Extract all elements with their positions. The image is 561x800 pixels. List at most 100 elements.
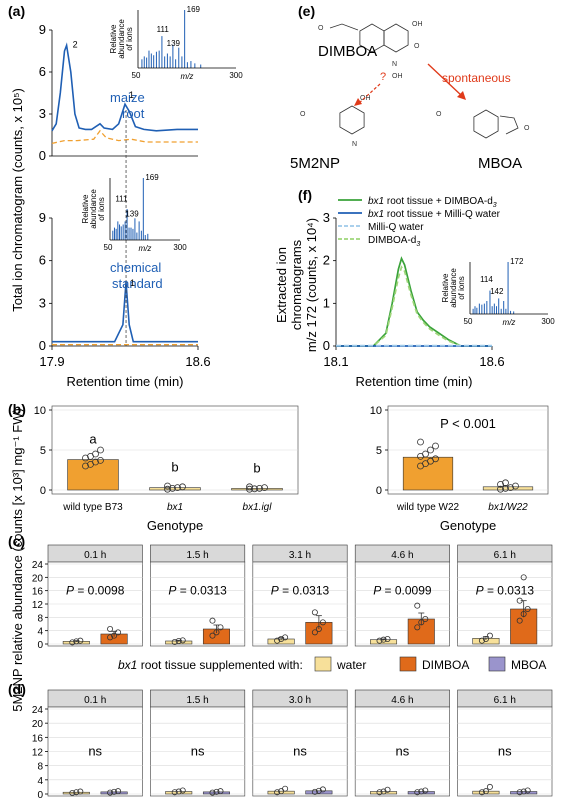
inset-x-tick: 300: [229, 71, 243, 80]
inset-peak-label: 139: [125, 209, 139, 218]
b-data-point: [97, 446, 104, 454]
a-x-tick-label: 18.6: [185, 354, 210, 369]
b-data-point: [512, 482, 519, 490]
d-data-point: [107, 789, 114, 796]
d-data-point: [315, 787, 322, 794]
c-data-point: [319, 619, 326, 626]
compound-5m2np: 5M2NP: [290, 155, 340, 172]
a-top-inset: 50 300 m/z Relative abundance of ions 169 111 13…: [109, 5, 243, 81]
e-diagram: [329, 23, 519, 139]
d-data-point: [175, 788, 182, 795]
a-y-tick-label: 6: [39, 253, 46, 268]
d-facet-title: 4.6 h: [391, 695, 413, 706]
b-x-axis-label: Genotype: [440, 518, 496, 533]
c-data-point: [171, 639, 178, 646]
inset-x-tick: 300: [173, 243, 187, 252]
b-data-point: [497, 485, 504, 493]
b-bar: [67, 459, 119, 491]
c-data-point: [278, 636, 285, 643]
b-data-point: [507, 484, 514, 492]
inset-x-label: m/z: [503, 318, 516, 327]
inset-y-label: abundance: [89, 189, 98, 229]
d-facet-title: 6.1 h: [494, 695, 516, 706]
atom-label: O: [436, 111, 442, 118]
d-data-point: [482, 788, 489, 795]
oxazine-ring: [383, 23, 409, 53]
c-p-value: P = 0.0313: [476, 584, 535, 598]
d-data-point: [486, 783, 493, 790]
d-bar: [165, 791, 193, 795]
a-y-tick-label: 9: [39, 22, 46, 37]
c-p-value: P = 0.0313: [168, 584, 227, 598]
c-data-point: [520, 574, 527, 581]
d-data-point: [319, 786, 326, 793]
benzene-ring: [473, 109, 499, 139]
f-y-tick-label: 0: [323, 338, 330, 353]
b-data-point: [246, 485, 253, 493]
b-data-point: [422, 450, 429, 458]
atom-label: OH: [360, 95, 371, 102]
b-significance-letter: a: [89, 432, 97, 447]
b-data-point: [179, 483, 186, 491]
inset-y-label: of ions: [125, 27, 134, 51]
c-data-point: [209, 632, 216, 639]
c-data-point: [486, 632, 493, 639]
c-legend-swatch: [399, 656, 417, 672]
arrow-question-label: ?: [380, 71, 386, 83]
c-y-tick-label: 8: [37, 613, 43, 624]
f-y-axis-label: Extracted ion: [274, 247, 289, 323]
c-y-tick-label: 16: [32, 587, 44, 598]
d-data-point: [520, 788, 527, 795]
f-legend-label: bx1 root tissue + DIMBOA-d3: [368, 196, 497, 209]
b-category-label: wild type B73: [62, 502, 123, 513]
b-data-point: [432, 442, 439, 450]
c-facet-title: 4.6 h: [391, 550, 413, 561]
d-data-point: [478, 789, 485, 796]
c-data-point: [516, 617, 523, 624]
a-y-tick-label: 0: [39, 338, 46, 353]
c-data-point: [217, 624, 224, 631]
inset-peak-label: 139: [167, 39, 181, 48]
inset-peak-label: 142: [490, 287, 504, 296]
d-data-point: [380, 788, 387, 795]
panel-letter-b: (b): [8, 401, 26, 417]
b-data-point: [92, 458, 99, 466]
panel-letter-f: (f): [298, 187, 312, 203]
d-y-tick-label: 16: [32, 733, 44, 744]
c-legend-title: bx1 root tissue supplemented with:: [118, 658, 303, 672]
d-bar: [202, 791, 230, 795]
c-data-point: [213, 629, 220, 636]
inset-x-tick: 300: [541, 317, 555, 326]
d-data-point: [311, 788, 318, 795]
atom-label: O: [414, 43, 420, 50]
atom-label: OH: [392, 73, 403, 80]
b-data-point: [432, 455, 439, 463]
a-standard-label: standard: [112, 276, 163, 291]
c-y-tick-label: 20: [32, 573, 44, 584]
b-data-point: [427, 446, 434, 454]
c-data-point: [414, 602, 421, 609]
c-facet-title: 1.5 h: [186, 550, 208, 561]
a-chemical-label: chemical: [110, 260, 161, 275]
c-data-point: [516, 597, 523, 604]
d-data-point: [516, 789, 523, 796]
c-facet-title: 6.1 h: [494, 550, 516, 561]
d-data-point: [77, 788, 84, 795]
d-data-point: [73, 789, 80, 796]
d-data-point: [69, 789, 76, 796]
c-data-point: [418, 619, 425, 626]
c-p-value: P = 0.0098: [66, 584, 125, 598]
f-inset: 50 300 m/z Relative abundance of ions 172 114 14…: [441, 257, 555, 327]
b-data-point: [97, 456, 104, 464]
atom-label: OH: [412, 21, 423, 28]
c-y-tick-label: 0: [37, 640, 43, 651]
d-data-point: [376, 789, 383, 796]
d-bar: [62, 791, 90, 795]
d-data-point: [115, 788, 122, 795]
d-bar: [370, 791, 398, 795]
inset-y-label: Relative: [441, 273, 450, 302]
b-data-point: [497, 480, 504, 488]
c-data-point: [209, 617, 216, 624]
d-data-point: [384, 786, 391, 793]
d-data-point: [111, 788, 118, 795]
